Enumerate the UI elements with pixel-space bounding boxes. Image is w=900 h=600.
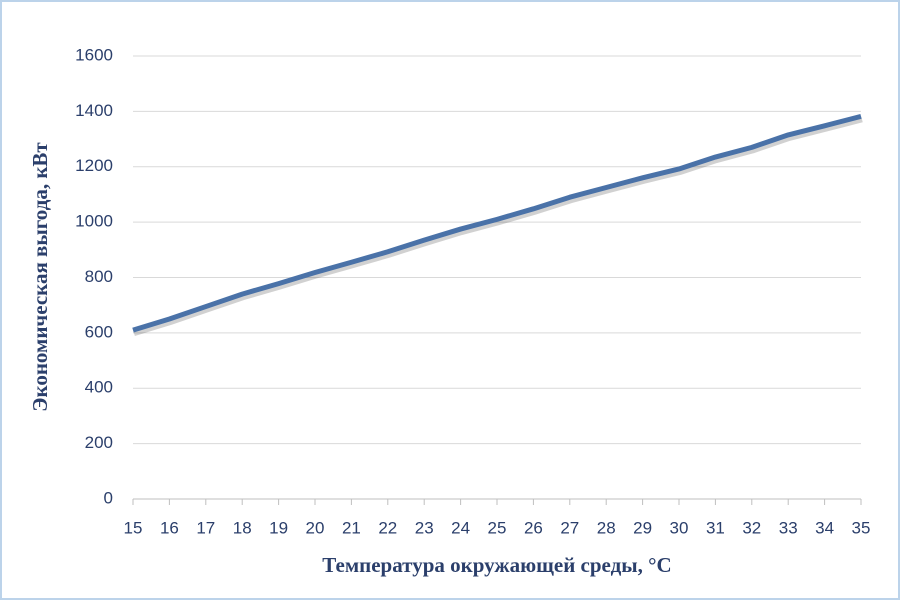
- x-tick-label: 30: [670, 518, 689, 537]
- y-tick-label: 1400: [75, 101, 113, 120]
- y-tick-label: 400: [85, 378, 113, 397]
- x-tick-label: 26: [524, 518, 543, 537]
- x-tick-label: 15: [124, 518, 143, 537]
- x-tick-label: 24: [451, 518, 470, 537]
- y-tick-label: 600: [85, 322, 113, 341]
- y-axis-title: Экономическая выгода, кВт: [28, 142, 52, 412]
- x-tick-label: 28: [597, 518, 616, 537]
- y-tick-label: 800: [85, 267, 113, 286]
- x-tick-label: 18: [233, 518, 252, 537]
- x-tick-label: 22: [378, 518, 397, 537]
- x-tick-label: 21: [342, 518, 361, 537]
- x-tick-label: 16: [160, 518, 179, 537]
- x-axis-title: Температура окружающей среды, °C: [322, 553, 671, 577]
- x-tick-label: 17: [196, 518, 215, 537]
- y-tick-label: 1600: [75, 45, 113, 64]
- x-tick-label: 29: [633, 518, 652, 537]
- y-tick-label: 0: [104, 488, 113, 507]
- x-tick-label: 33: [779, 518, 798, 537]
- x-tick-label: 20: [306, 518, 325, 537]
- y-tick-label: 1200: [75, 156, 113, 175]
- x-tick-label: 31: [706, 518, 725, 537]
- x-tick-label: 27: [560, 518, 579, 537]
- x-tick-label: 32: [742, 518, 761, 537]
- line: [132, 113, 862, 333]
- x-tick-label: 23: [415, 518, 434, 537]
- line-shadow: [133, 116, 863, 336]
- x-tick-label: 25: [488, 518, 507, 537]
- y-tick-label: 200: [85, 433, 113, 452]
- y-tick-label: 1000: [75, 212, 113, 231]
- x-tick-label: 34: [815, 518, 834, 537]
- x-tick-label: 35: [852, 518, 871, 537]
- x-tick-label: 19: [269, 518, 288, 537]
